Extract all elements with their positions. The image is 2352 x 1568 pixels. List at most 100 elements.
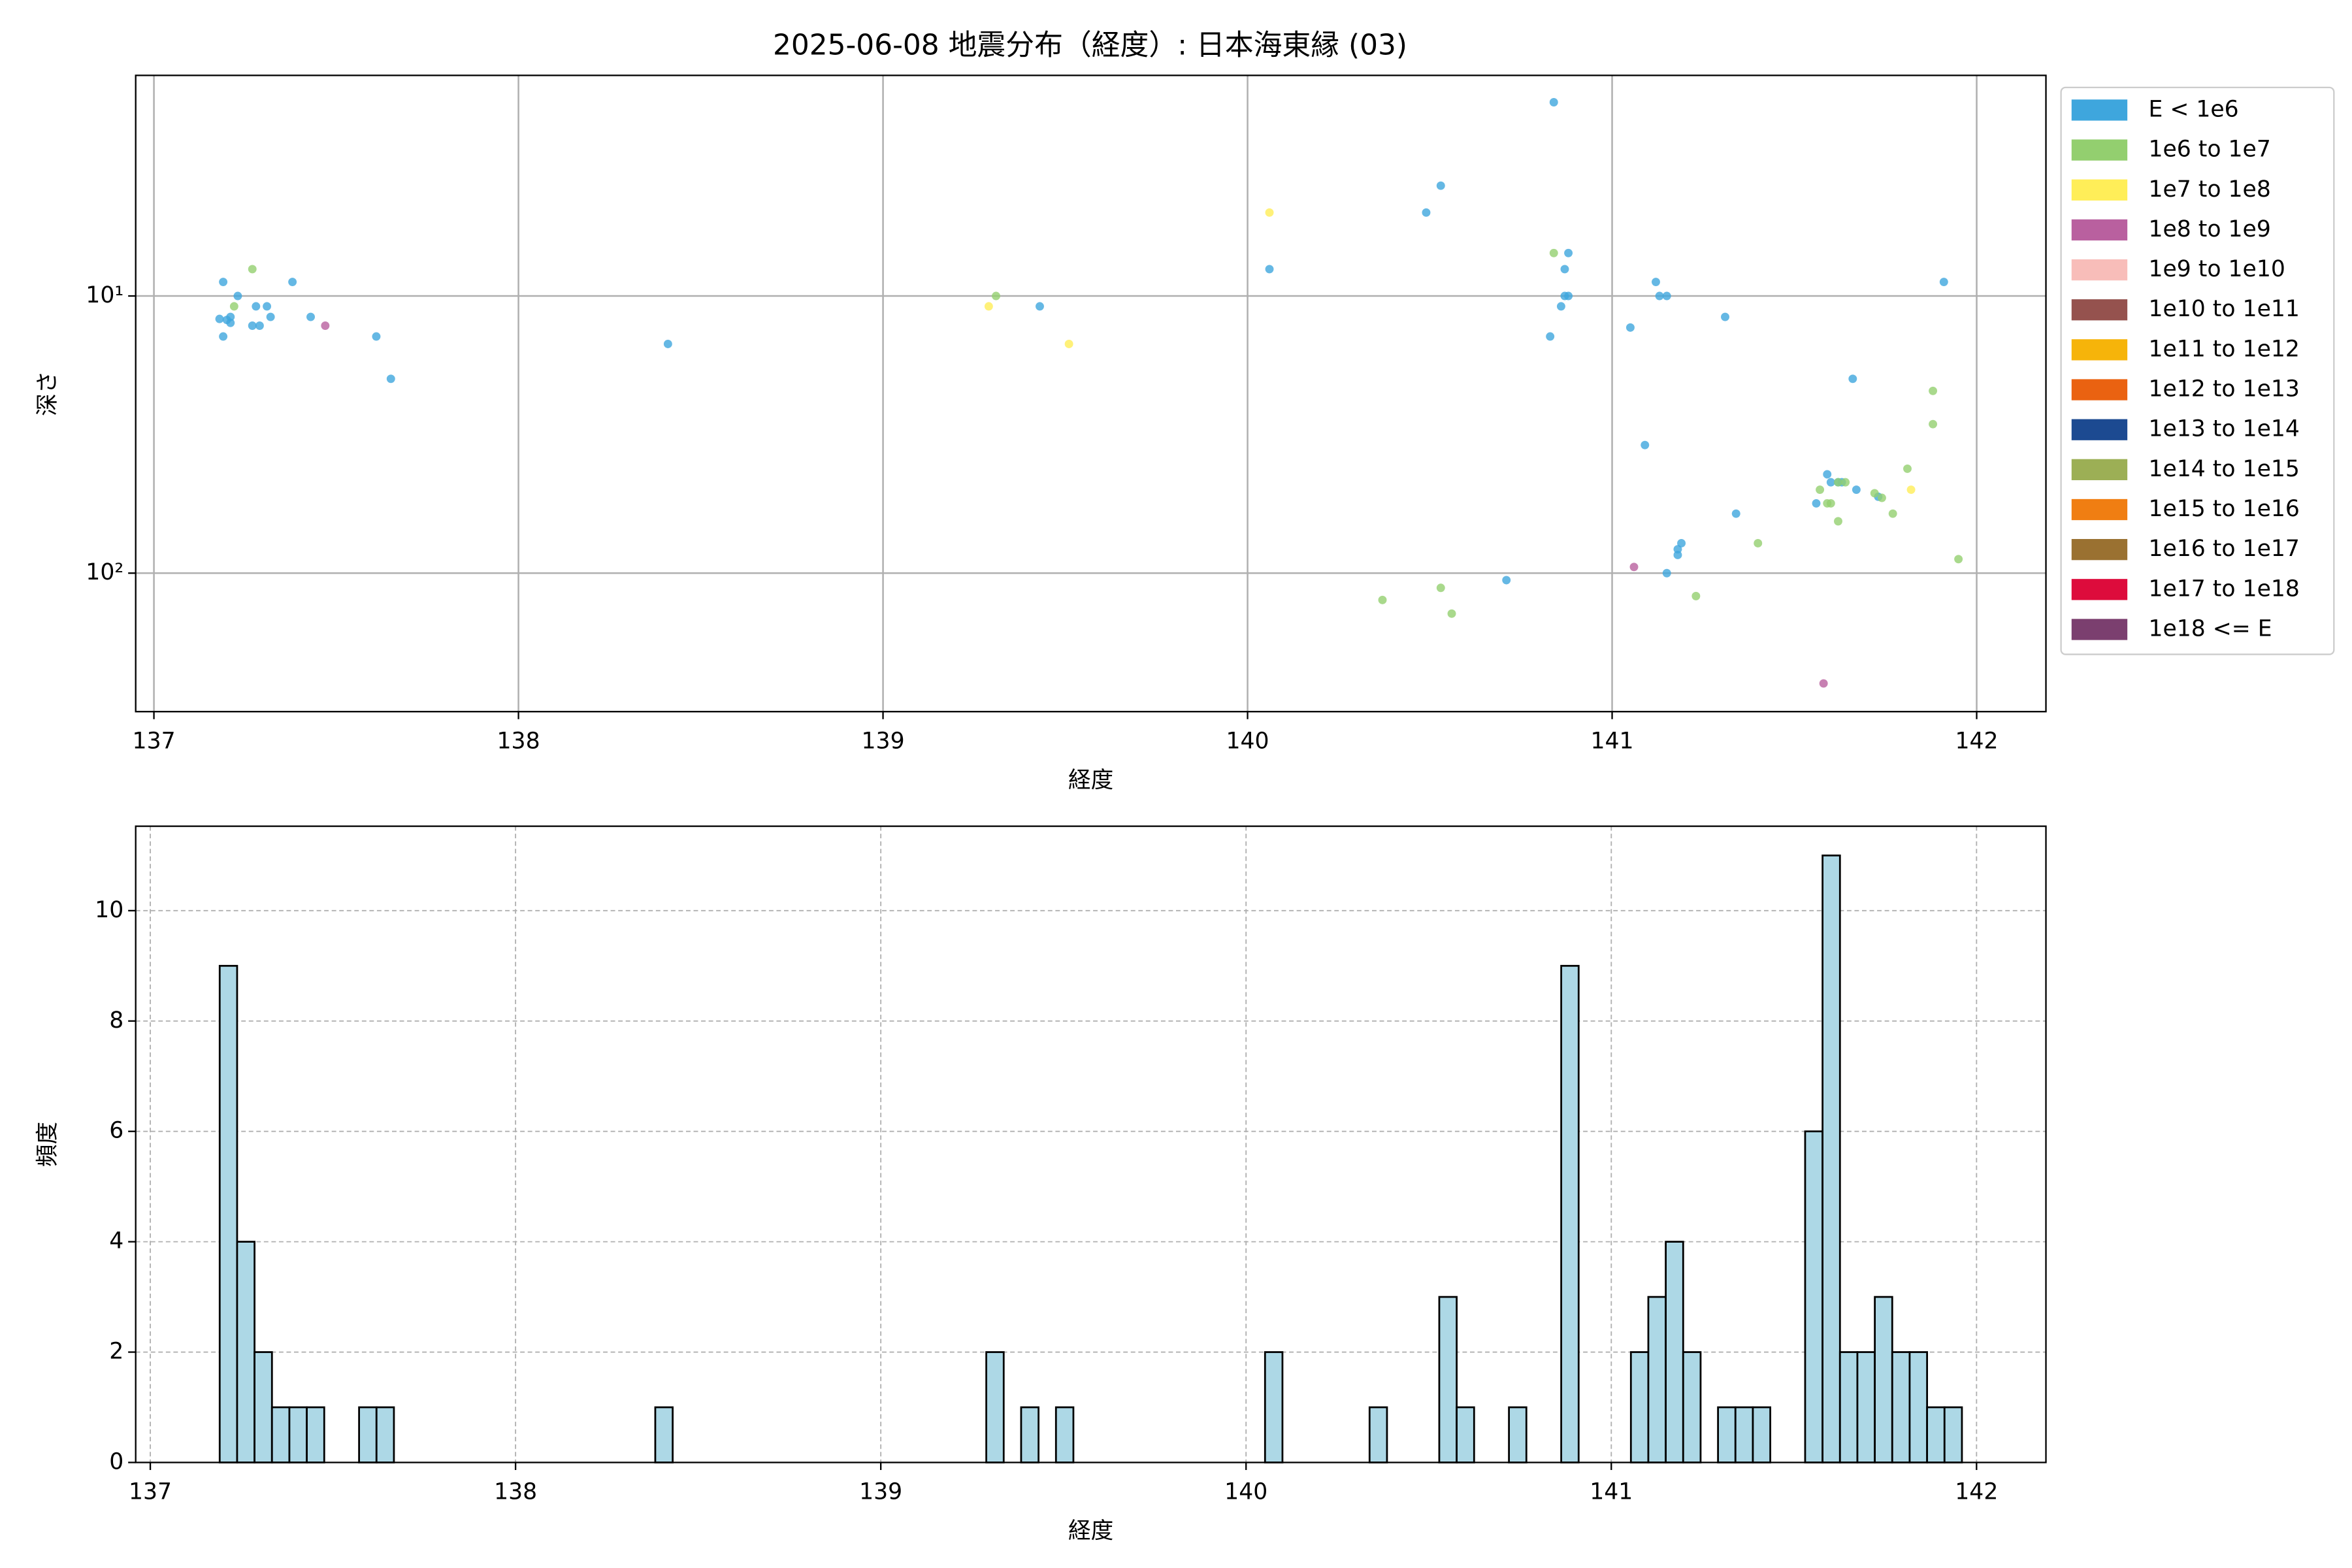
point [321, 321, 330, 330]
bar [270, 1406, 291, 1463]
point [1816, 485, 1825, 495]
bar [1874, 1296, 1893, 1463]
point [1834, 478, 1842, 487]
bar [1054, 1406, 1075, 1463]
y-tick-label: 0 [109, 1448, 123, 1475]
bar [375, 1406, 395, 1463]
x-axis-label: 経度 [1068, 767, 1113, 793]
y-tick-label: 8 [109, 1007, 123, 1034]
y-tick-label: 6 [109, 1118, 123, 1144]
legend-swatch [2071, 99, 2128, 121]
bar [1647, 1296, 1667, 1463]
legend-label: 1e12 to 1e13 [2148, 376, 2299, 402]
point [1546, 332, 1555, 341]
point [1939, 278, 1948, 287]
legend-box [2060, 86, 2335, 655]
bar [1456, 1406, 1475, 1463]
point [1812, 498, 1821, 508]
legend-label: 1e15 to 1e16 [2148, 496, 2299, 522]
point [1691, 591, 1701, 600]
point [1826, 498, 1835, 508]
point [1436, 181, 1445, 190]
point [215, 314, 224, 323]
x-tick-label: 138 [494, 1479, 537, 1505]
legend-swatch [2071, 379, 2128, 400]
point [1903, 464, 1912, 473]
point [306, 312, 315, 321]
point [372, 332, 381, 341]
point [1906, 485, 1916, 495]
point [1655, 291, 1664, 301]
point [1560, 265, 1569, 274]
x-tick-label: 138 [497, 728, 540, 754]
bar [1264, 1351, 1284, 1463]
point [1929, 386, 1938, 395]
point [233, 291, 242, 301]
y-tick-label: 4 [109, 1228, 123, 1254]
legend-label: 1e8 to 1e9 [2148, 216, 2270, 242]
point [984, 302, 993, 311]
point [288, 278, 297, 287]
point [1652, 278, 1660, 287]
point [219, 332, 228, 341]
bar [1438, 1296, 1458, 1463]
legend-swatch [2071, 299, 2128, 321]
bar [1682, 1351, 1702, 1463]
x-axis-label: 経度 [1068, 1518, 1113, 1544]
bar [1717, 1406, 1737, 1463]
bar [1943, 1406, 1963, 1463]
point [252, 302, 261, 311]
point [386, 374, 395, 384]
point [1564, 291, 1573, 301]
y-tick-label: 10² [86, 559, 123, 585]
bar [1734, 1406, 1754, 1463]
point [1436, 583, 1445, 593]
point [1549, 248, 1558, 257]
point [1731, 509, 1740, 518]
legend-swatch [2071, 539, 2128, 561]
point [263, 302, 272, 311]
point [1641, 440, 1650, 449]
point [219, 278, 228, 287]
legend-label: 1e18 <= E [2148, 615, 2272, 642]
bar [288, 1406, 308, 1463]
point [1877, 493, 1886, 502]
legend-swatch [2071, 619, 2128, 640]
point [1673, 545, 1682, 554]
plot-frame [135, 74, 2047, 713]
legend-swatch [2071, 139, 2128, 161]
x-tick-label: 141 [1591, 728, 1634, 754]
bar [358, 1406, 378, 1463]
bar [236, 1241, 255, 1463]
point [1549, 98, 1558, 106]
x-tick-label: 137 [133, 728, 176, 754]
point [1422, 208, 1431, 217]
point [226, 318, 235, 327]
y-tick-label: 10¹ [86, 282, 123, 308]
point [1265, 208, 1274, 217]
point [1265, 265, 1274, 274]
bar [1821, 854, 1841, 1463]
legend-swatch [2071, 459, 2128, 480]
bar [253, 1351, 273, 1463]
bar [1368, 1406, 1388, 1463]
x-tick-label: 139 [862, 728, 905, 754]
point [1662, 291, 1671, 301]
point [1852, 485, 1861, 495]
point [1823, 470, 1832, 479]
point [1036, 302, 1044, 311]
point [1625, 323, 1635, 332]
chart-title: 2025-06-08 地震分布（経度）: 日本海東縁 (03) [773, 29, 1407, 62]
legend-label: 1e11 to 1e12 [2148, 336, 2299, 362]
point [1378, 595, 1387, 604]
point [992, 291, 1001, 301]
point [1754, 539, 1763, 547]
point [1662, 568, 1671, 578]
bar [1508, 1406, 1527, 1463]
bar [1908, 1351, 1929, 1463]
bar [1560, 964, 1580, 1463]
legend-swatch [2071, 179, 2128, 201]
point [1819, 679, 1828, 688]
point [1888, 509, 1897, 518]
